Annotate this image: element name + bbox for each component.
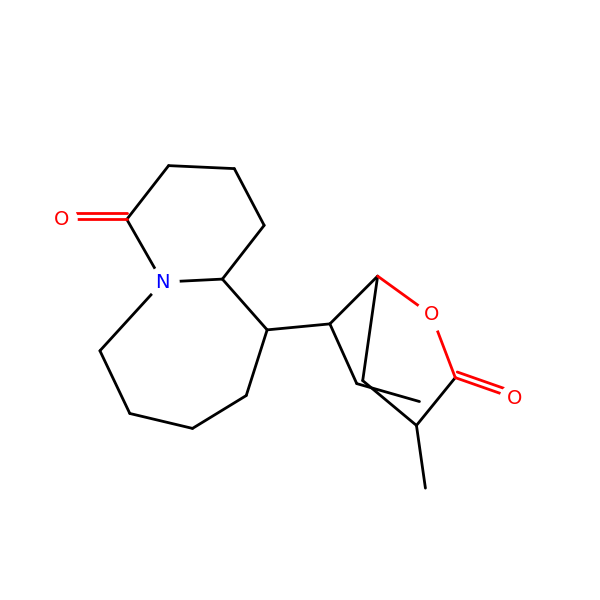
Text: O: O [508, 389, 523, 408]
Text: N: N [155, 272, 170, 292]
Text: O: O [53, 210, 69, 229]
Text: O: O [424, 305, 439, 325]
